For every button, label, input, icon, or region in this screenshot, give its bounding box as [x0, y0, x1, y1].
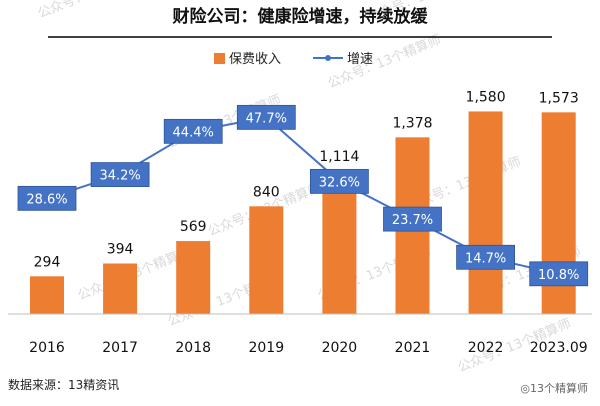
growth-value-label: 23.7%	[392, 213, 433, 228]
growth-value-label: 32.6%	[319, 175, 360, 190]
legend-label-line: 增速	[347, 52, 373, 67]
bar-value-label: 394	[107, 241, 134, 257]
bar-2018	[176, 241, 211, 314]
growth-line-series: 28.6% 34.2% 44.4% 47.7% 32.6% 23.7% 14.7% 10.8%	[17, 104, 589, 287]
growth-label-box	[456, 244, 516, 270]
x-tick-label: 2022	[468, 340, 504, 356]
growth-value-label: 28.6%	[26, 192, 67, 207]
watermark-credit: ◎13个精算师	[520, 382, 588, 395]
watermark-text: 公众号：13个精算师	[326, 33, 443, 92]
bar-2019	[249, 206, 284, 314]
bar-value-label: 840	[253, 184, 280, 200]
bar-value-label: 294	[34, 254, 61, 270]
bar-2020	[322, 171, 357, 314]
bar-value-labels: 294 394 569 840 1,114 1,378 1,580 1,573	[34, 89, 579, 270]
x-tick-label: 2017	[102, 340, 138, 356]
bar-2016	[30, 276, 64, 314]
bar-value-label: 1,114	[319, 149, 359, 165]
x-tick-label: 2018	[175, 340, 211, 356]
chart-title: 财险公司：健康险增速，持续放缓	[172, 6, 429, 27]
legend-label-bar: 保费收入	[229, 52, 281, 67]
growth-label-box	[17, 185, 77, 211]
legend-swatch-bar	[214, 53, 225, 64]
growth-value-label: 44.4%	[173, 125, 214, 140]
x-tick-label: 2016	[29, 340, 65, 356]
growth-label-box	[236, 104, 296, 130]
growth-label-box	[163, 118, 223, 144]
data-source: 数据来源：13精资讯	[8, 378, 120, 392]
x-tick-label: 2023.09	[530, 340, 588, 356]
bar-value-label: 1,378	[392, 115, 432, 131]
x-axis-tick-labels: 2016 2017 2018 2019 2020 2021 2022 2023.09	[29, 340, 587, 356]
growth-value-label: 34.2%	[99, 169, 140, 184]
growth-value-label: 14.7%	[465, 251, 506, 266]
x-tick-label: 2021	[395, 340, 431, 356]
bar-series	[30, 111, 576, 314]
legend-swatch-marker	[325, 55, 331, 61]
watermark-text: 公众号：13个精算师	[36, 0, 153, 22]
bar-2017	[103, 263, 138, 314]
growth-value-label: 10.8%	[538, 268, 579, 283]
growth-label-box	[529, 261, 589, 287]
growth-label-box	[90, 162, 150, 187]
bar-value-label: 1,580	[466, 89, 506, 105]
bar-2022	[468, 111, 503, 314]
growth-value-label: 47.7%	[246, 111, 287, 126]
growth-label-box	[309, 168, 369, 194]
bar-value-label: 569	[180, 219, 207, 235]
bar-value-label: 1,573	[539, 90, 579, 106]
growth-label-box	[383, 206, 442, 232]
x-tick-label: 2019	[248, 340, 284, 356]
x-tick-label: 2020	[322, 340, 358, 356]
legend: 保费收入 增速	[214, 52, 373, 67]
